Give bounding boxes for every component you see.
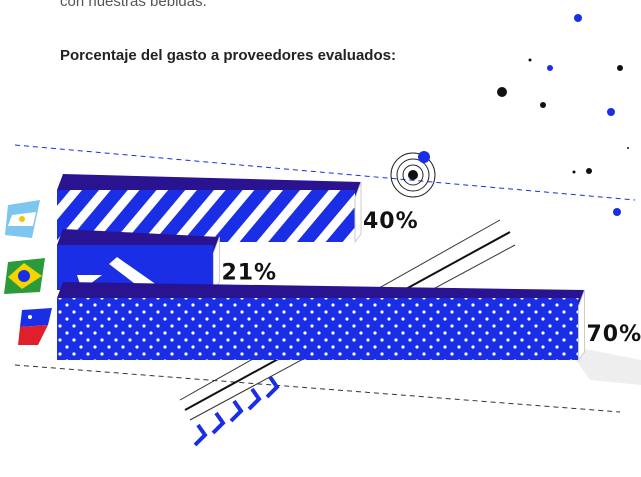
bar-side bbox=[212, 236, 220, 292]
intro-text: con nuestras bebidas. bbox=[60, 0, 207, 10]
bar-side bbox=[354, 181, 362, 244]
value-label: 40% bbox=[363, 209, 419, 234]
bar-side bbox=[578, 289, 585, 362]
bar bbox=[57, 298, 579, 360]
value-label: 21% bbox=[221, 261, 277, 286]
value-label: 70% bbox=[587, 322, 641, 347]
chart-title: Porcentaje del gasto a proveedores evalu… bbox=[60, 47, 396, 64]
decoration bbox=[4, 14, 641, 447]
bar-decor bbox=[77, 257, 157, 290]
